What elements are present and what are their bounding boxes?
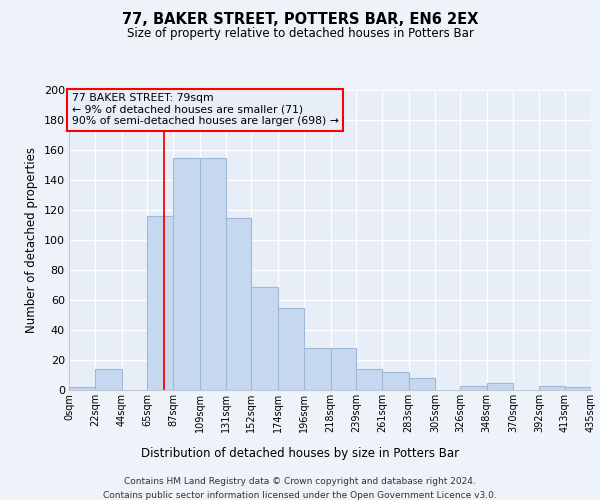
Text: Distribution of detached houses by size in Potters Bar: Distribution of detached houses by size … bbox=[141, 448, 459, 460]
Text: Contains public sector information licensed under the Open Government Licence v3: Contains public sector information licen… bbox=[103, 491, 497, 500]
Bar bbox=[460, 386, 487, 390]
Y-axis label: Number of detached properties: Number of detached properties bbox=[25, 147, 38, 333]
Text: 77 BAKER STREET: 79sqm
← 9% of detached houses are smaller (71)
90% of semi-deta: 77 BAKER STREET: 79sqm ← 9% of detached … bbox=[71, 93, 338, 126]
Bar bbox=[95, 369, 122, 390]
Bar bbox=[69, 387, 95, 390]
Bar bbox=[147, 216, 173, 390]
Bar bbox=[409, 378, 435, 390]
Text: Size of property relative to detached houses in Potters Bar: Size of property relative to detached ho… bbox=[127, 28, 473, 40]
Bar bbox=[539, 386, 565, 390]
Bar bbox=[356, 369, 382, 390]
Bar bbox=[251, 286, 278, 390]
Text: Contains HM Land Registry data © Crown copyright and database right 2024.: Contains HM Land Registry data © Crown c… bbox=[124, 478, 476, 486]
Bar bbox=[226, 218, 251, 390]
Bar bbox=[382, 372, 409, 390]
Text: 77, BAKER STREET, POTTERS BAR, EN6 2EX: 77, BAKER STREET, POTTERS BAR, EN6 2EX bbox=[122, 12, 478, 28]
Bar bbox=[173, 158, 200, 390]
Bar bbox=[304, 348, 331, 390]
Bar bbox=[331, 348, 356, 390]
Bar bbox=[278, 308, 304, 390]
Bar bbox=[565, 387, 591, 390]
Bar bbox=[487, 382, 513, 390]
Bar bbox=[200, 158, 226, 390]
